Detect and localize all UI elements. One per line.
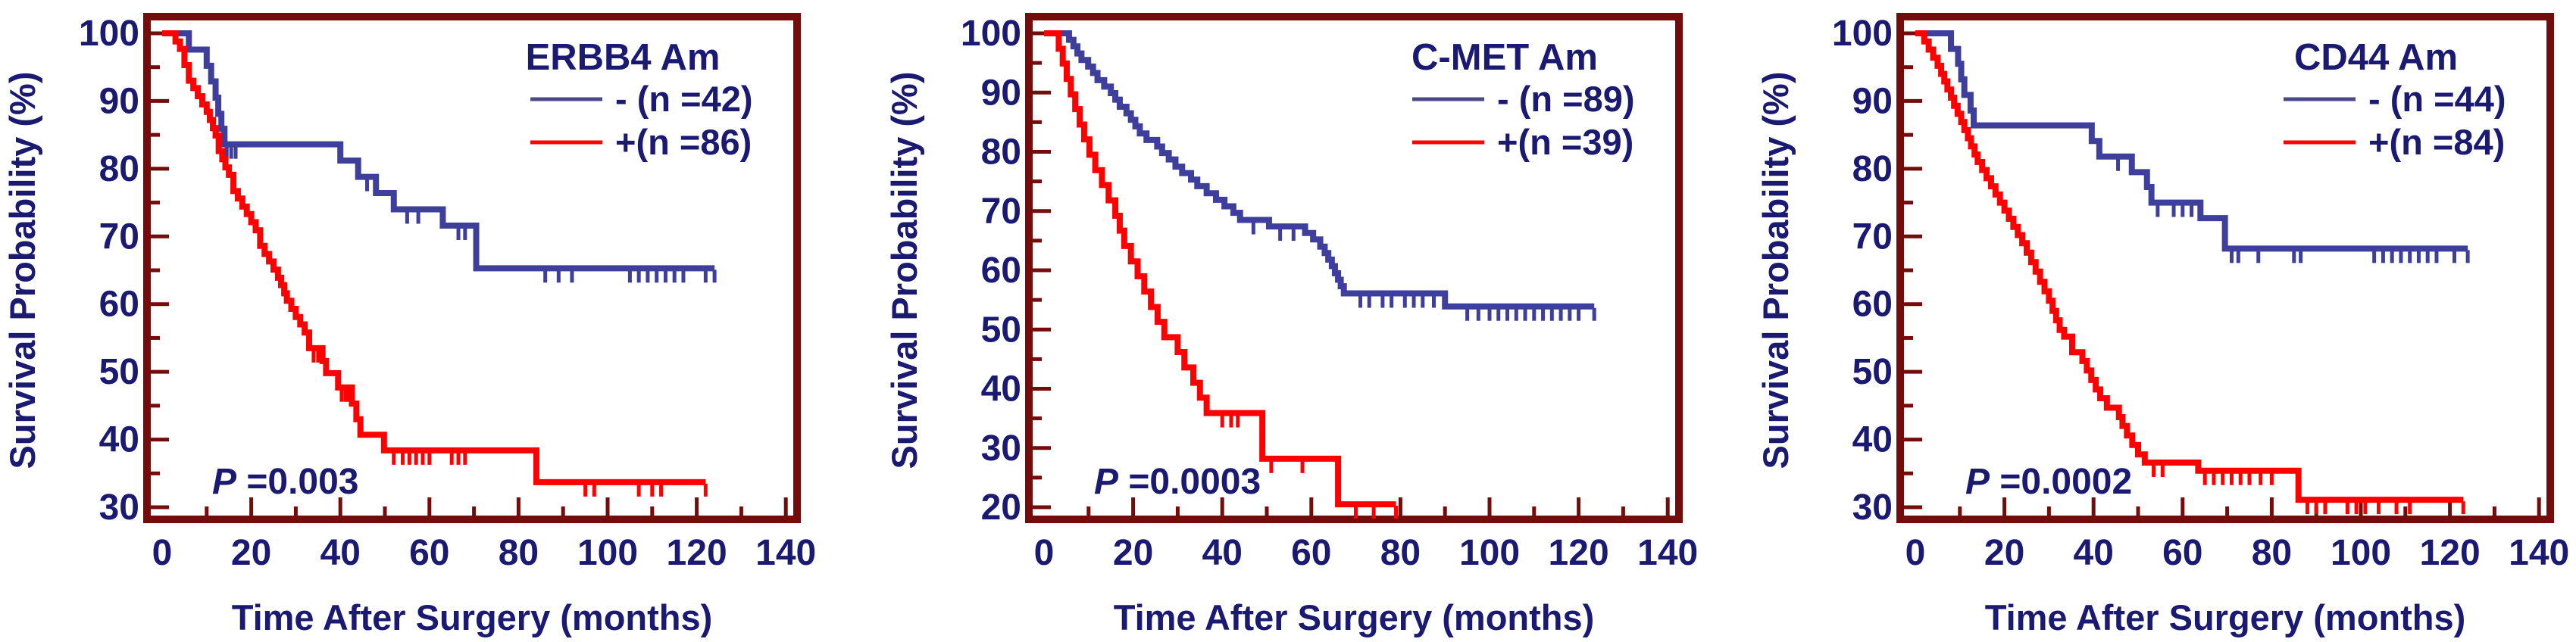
survival-curve-positive bbox=[1915, 30, 2464, 503]
legend-label-positive: +(n =39) bbox=[1497, 122, 1633, 162]
y-tick-label: 80 bbox=[1852, 149, 1893, 189]
y-tick-label: 70 bbox=[1852, 217, 1893, 257]
y-tick-label: 90 bbox=[1852, 81, 1893, 121]
x-tick-label: 100 bbox=[1459, 533, 1520, 573]
survival-curve-positive bbox=[1044, 30, 1396, 508]
p-value-label: P =0.0003 bbox=[1094, 462, 1261, 502]
plot-frame bbox=[1025, 13, 1683, 523]
y-tick-label: 30 bbox=[99, 488, 139, 528]
y-tick-label: 60 bbox=[981, 251, 1021, 291]
y-axis-title: Survival Probability (%) bbox=[884, 72, 924, 469]
legend-label-negative: - (n =89) bbox=[1497, 79, 1635, 119]
x-tick-label: 100 bbox=[577, 533, 638, 573]
legend-label-negative: - (n =42) bbox=[615, 79, 753, 119]
y-tick-label: 100 bbox=[79, 14, 139, 54]
y-tick-label: 60 bbox=[99, 285, 139, 325]
y-axis-title: Survival Probability (%) bbox=[2, 72, 42, 469]
plot-frame bbox=[143, 13, 801, 523]
y-tick-label: 50 bbox=[99, 352, 139, 392]
legend-label-positive: +(n =86) bbox=[615, 122, 752, 162]
y-tick-label: 50 bbox=[1852, 352, 1893, 392]
y-tick-label: 80 bbox=[99, 149, 139, 189]
x-tick-label: 40 bbox=[1202, 533, 1243, 573]
x-tick-label: 60 bbox=[2162, 533, 2202, 573]
km-panel-erbb4: 30 40 50 60 70 80 90 100 0 20 40 60 80 100 120 140 Survi… bbox=[2, 13, 816, 637]
x-tick-label: 20 bbox=[231, 533, 271, 573]
survival-curve-negative bbox=[1044, 30, 1595, 310]
x-tick-label: 80 bbox=[499, 533, 539, 573]
x-tick-label: 100 bbox=[2331, 533, 2391, 573]
y-tick-label: 80 bbox=[981, 132, 1021, 173]
x-tick-label: 80 bbox=[1380, 533, 1421, 573]
x-tick-label: 120 bbox=[1549, 533, 1609, 573]
survival-curve-negative bbox=[1915, 30, 2468, 252]
km-panel-cmet: 20 30 40 50 60 70 80 90 100 0 20 40 60 80 100 120 140 Sur… bbox=[884, 13, 1698, 637]
y-tick-label: 100 bbox=[1832, 14, 1893, 54]
legend-label-negative: - (n =44) bbox=[2368, 79, 2506, 119]
y-axis-title: Survival Probability (%) bbox=[1755, 72, 1796, 469]
y-tick-label: 30 bbox=[981, 429, 1021, 469]
x-tick-label: 0 bbox=[1905, 533, 1926, 573]
legend-title: ERBB4 Am bbox=[526, 37, 721, 78]
km-panel-cd44: 30 40 50 60 70 80 90 100 0 20 40 60 80 100 120 140 Survi… bbox=[1755, 13, 2569, 637]
y-tick-label: 50 bbox=[981, 310, 1021, 350]
y-tick-label: 60 bbox=[1852, 285, 1893, 325]
y-tick-label: 40 bbox=[981, 369, 1021, 410]
x-axis-title: Time After Surgery (months) bbox=[1985, 597, 2466, 637]
x-tick-label: 60 bbox=[409, 533, 449, 573]
x-axis-title: Time After Surgery (months) bbox=[1114, 597, 1595, 637]
y-tick-label: 30 bbox=[1852, 488, 1893, 528]
x-tick-label: 140 bbox=[755, 533, 816, 573]
x-axis-title: Time After Surgery (months) bbox=[232, 597, 713, 637]
survival-curve-negative bbox=[162, 30, 715, 272]
x-tick-label: 60 bbox=[1291, 533, 1331, 573]
x-tick-label: 140 bbox=[1637, 533, 1698, 573]
x-tick-label: 120 bbox=[2420, 533, 2481, 573]
p-value-label: P =0.0002 bbox=[1965, 462, 2132, 502]
x-tick-label: 80 bbox=[2252, 533, 2292, 573]
legend-title: C-MET Am bbox=[1411, 37, 1598, 78]
x-tick-label: 40 bbox=[2074, 533, 2114, 573]
y-tick-label: 90 bbox=[981, 73, 1021, 113]
y-tick-label: 70 bbox=[981, 192, 1021, 232]
x-tick-label: 20 bbox=[1984, 533, 2024, 573]
y-tick-label: 100 bbox=[961, 14, 1021, 54]
legend-title: CD44 Am bbox=[2294, 37, 2458, 78]
x-tick-label: 20 bbox=[1113, 533, 1153, 573]
x-tick-label: 120 bbox=[667, 533, 727, 573]
y-tick-label: 70 bbox=[99, 217, 139, 257]
x-tick-label: 0 bbox=[152, 533, 173, 573]
y-tick-label: 40 bbox=[99, 420, 139, 460]
y-tick-label: 20 bbox=[981, 488, 1021, 528]
x-tick-label: 140 bbox=[2509, 533, 2569, 573]
x-tick-label: 40 bbox=[320, 533, 361, 573]
plot-frame bbox=[1896, 13, 2554, 523]
survival-curve-positive bbox=[162, 30, 706, 485]
y-tick-label: 40 bbox=[1852, 420, 1893, 460]
legend-label-positive: +(n =84) bbox=[2368, 122, 2505, 162]
y-tick-label: 90 bbox=[99, 81, 139, 121]
x-tick-label: 0 bbox=[1034, 533, 1055, 573]
p-value-label: P =0.003 bbox=[212, 462, 359, 502]
